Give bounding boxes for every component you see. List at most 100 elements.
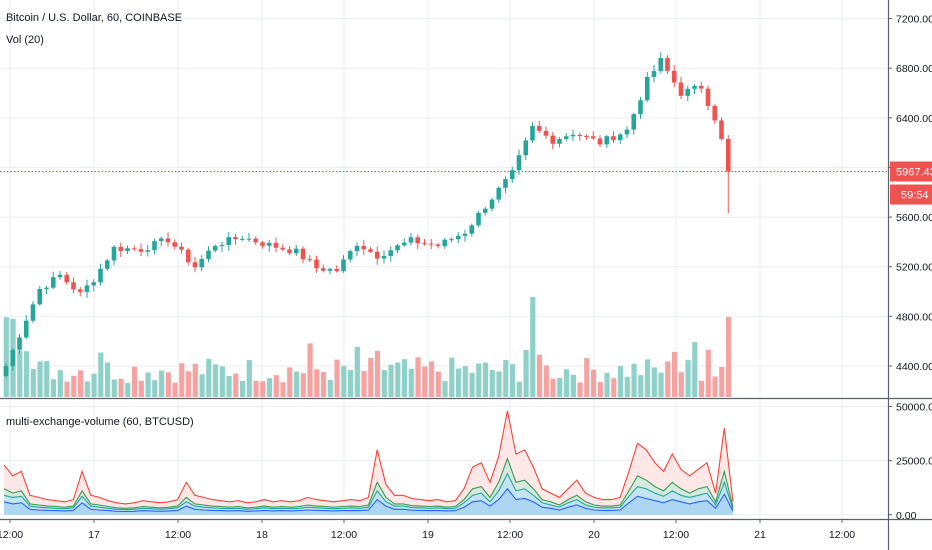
candle-body xyxy=(334,268,340,272)
candle-body xyxy=(361,245,367,250)
candle-body xyxy=(199,258,205,268)
volume-bar xyxy=(482,362,489,397)
symbol-label[interactable]: Bitcoin / U.S. Dollar, 60, COINBASE xyxy=(6,12,183,24)
volume-bar xyxy=(44,361,50,397)
volume-bar xyxy=(260,381,266,397)
candle-body xyxy=(624,129,630,135)
volume-bar xyxy=(246,360,252,397)
volume-bar xyxy=(523,349,529,397)
candle-body xyxy=(314,259,319,269)
price-axis: 7200.006800.006400.006000.005600.005200.… xyxy=(888,14,932,522)
candle-body xyxy=(260,242,265,246)
volume-bar xyxy=(206,358,212,397)
candle-body xyxy=(712,105,718,121)
volume-bar xyxy=(455,368,462,397)
candle-body xyxy=(206,250,211,259)
time-tick-label: 12:00 xyxy=(165,529,191,541)
candle-body xyxy=(550,135,556,144)
candle-body xyxy=(509,170,515,180)
volume-bars xyxy=(3,297,732,397)
candle-body xyxy=(239,238,245,240)
volume-bar xyxy=(293,371,300,397)
candle-body xyxy=(293,248,299,254)
countdown-badge xyxy=(890,184,932,205)
volume-bar xyxy=(131,366,138,397)
indicator-series-1-area xyxy=(4,410,733,515)
candle-body xyxy=(172,242,178,247)
volume-bar xyxy=(199,374,205,397)
candle-body xyxy=(165,238,171,243)
candle-body xyxy=(341,259,346,272)
volume-bar xyxy=(347,370,354,397)
candle-body xyxy=(408,237,414,243)
candle-body xyxy=(381,255,387,259)
candle-body xyxy=(482,208,488,213)
volume-bar xyxy=(678,372,684,397)
candle-body xyxy=(725,138,731,172)
volume-bar xyxy=(3,317,9,397)
volume-bar xyxy=(179,363,185,397)
indicator-series-3-line xyxy=(3,472,734,511)
grid xyxy=(0,0,888,518)
time-tick-label: 21 xyxy=(754,529,766,541)
candle-body xyxy=(3,366,9,376)
volume-bar xyxy=(226,376,232,397)
candle-body xyxy=(91,282,97,286)
candle-body xyxy=(685,88,691,96)
candle-body xyxy=(368,249,373,252)
volume-bar xyxy=(17,350,23,397)
volume-bar xyxy=(563,369,570,397)
price-tick-label: 5200.00 xyxy=(896,262,932,274)
candle-body xyxy=(543,130,549,136)
volume-bar xyxy=(192,363,198,397)
volume-bar xyxy=(415,357,421,397)
candle-body xyxy=(435,244,441,247)
candle-body xyxy=(37,289,43,305)
indicator-label[interactable]: multi-exchange-volume (60, BTCUSD) xyxy=(6,416,194,428)
candle-body xyxy=(158,238,164,242)
volume-bar xyxy=(435,371,441,397)
volume-bar xyxy=(104,362,111,397)
candle-body xyxy=(422,243,427,245)
volume-bar xyxy=(543,365,549,397)
time-tick-label: 20 xyxy=(588,529,600,541)
candle-body xyxy=(719,120,724,139)
volume-bar xyxy=(341,365,347,397)
candle-body xyxy=(638,100,643,115)
candle-body xyxy=(179,246,184,250)
volume-bar xyxy=(604,372,610,397)
candle-body xyxy=(489,199,495,209)
volume-bar xyxy=(388,364,394,397)
candle-body xyxy=(462,233,468,236)
candle-body xyxy=(23,320,29,338)
chart-legend: Bitcoin / U.S. Dollar, 60, COINBASE Vol … xyxy=(6,12,182,46)
candle-body xyxy=(658,58,664,72)
candle-body xyxy=(185,249,191,263)
volume-bar xyxy=(64,381,70,397)
price-tick-label: 6400.00 xyxy=(896,113,932,125)
indicator-series-1-line xyxy=(3,410,734,505)
volume-bar xyxy=(516,381,522,397)
volume-bar xyxy=(300,373,306,397)
volume-bar xyxy=(631,363,637,397)
volume-bar xyxy=(496,371,502,397)
candle-body xyxy=(523,140,529,156)
volume-bar xyxy=(354,346,360,397)
volume-bar xyxy=(287,367,293,397)
volume-bar xyxy=(671,351,678,397)
volume-bar xyxy=(685,359,691,397)
time-tick-label: 12:00 xyxy=(331,529,357,541)
candle-body xyxy=(604,136,610,145)
candle-body xyxy=(118,246,124,251)
volume-bar xyxy=(239,380,246,397)
volume-label[interactable]: Vol (20) xyxy=(6,34,44,46)
time-tick-label: 19 xyxy=(422,529,434,541)
volume-bar xyxy=(91,373,97,397)
volume-bar xyxy=(401,359,408,397)
candle-body xyxy=(280,247,286,250)
volume-bar xyxy=(314,369,320,397)
candle-body xyxy=(516,155,522,171)
volume-bar xyxy=(530,297,536,397)
volume-bar xyxy=(509,364,516,397)
